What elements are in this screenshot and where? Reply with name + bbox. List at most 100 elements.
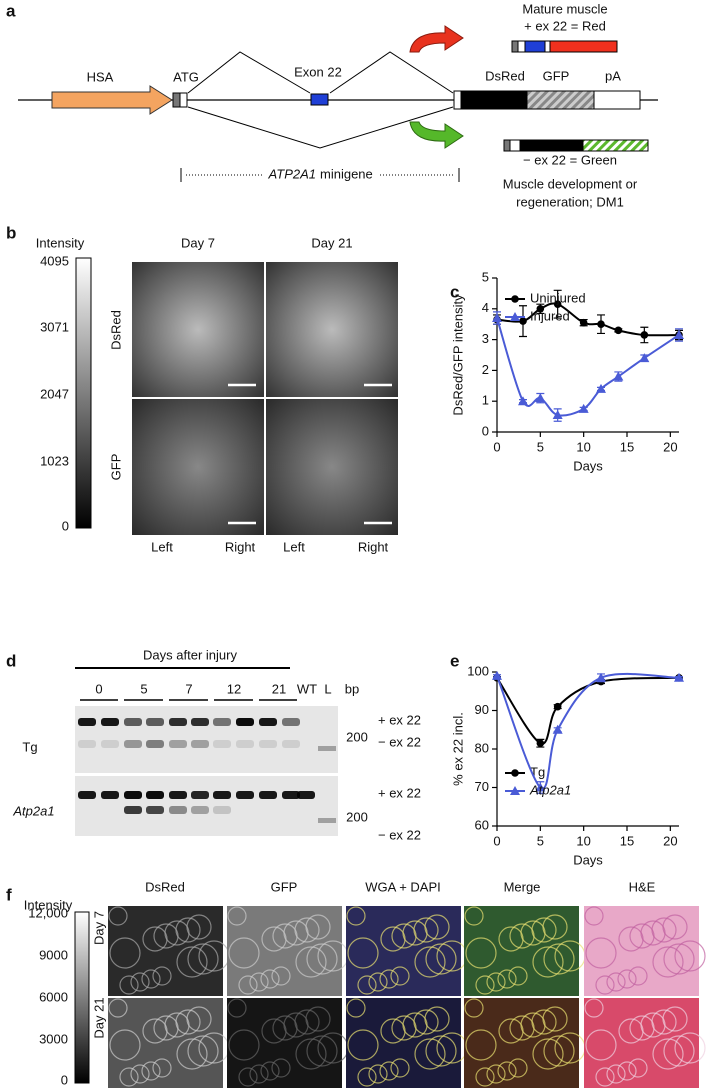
- gel-band: [124, 806, 142, 814]
- fiber: [357, 975, 377, 995]
- fiber: [652, 946, 684, 978]
- row-label: Day 21: [91, 997, 106, 1038]
- marker: [511, 769, 519, 777]
- fiber: [542, 914, 568, 940]
- marker: [596, 383, 606, 393]
- fiber: [295, 946, 327, 978]
- x-tick-label: 15: [620, 833, 634, 848]
- fiber: [628, 1058, 648, 1078]
- fiber: [130, 1064, 150, 1084]
- fiber: [368, 972, 388, 992]
- fiber: [249, 1064, 269, 1084]
- fiber: [108, 906, 128, 926]
- marker: [552, 410, 563, 420]
- ladder-band: [318, 818, 336, 823]
- fiber: [595, 975, 615, 995]
- fiber: [542, 1006, 568, 1032]
- fiber: [584, 906, 604, 926]
- fiber: [238, 1067, 258, 1087]
- fiber: [617, 1061, 637, 1081]
- fiber: [652, 1038, 684, 1070]
- fiber: [108, 998, 128, 1018]
- fiber: [674, 940, 706, 972]
- fiber: [486, 1064, 506, 1084]
- label: Mature muscle: [522, 1, 607, 16]
- scale-tick: 3000: [39, 1031, 68, 1046]
- fiber: [585, 1029, 617, 1061]
- column-label: DsRed: [145, 879, 185, 894]
- label: + ex 22 = Red: [524, 18, 606, 33]
- panel-label: f: [6, 885, 12, 904]
- fiber: [497, 1061, 517, 1081]
- marker: [536, 739, 545, 748]
- gel-band: [78, 740, 96, 748]
- panel-label: b: [6, 223, 16, 242]
- fiber: [238, 975, 258, 995]
- gel-band: [146, 791, 164, 799]
- fiber: [662, 914, 688, 940]
- fiber: [595, 1067, 615, 1087]
- gel-band: [191, 791, 209, 799]
- fiber: [119, 975, 139, 995]
- fiber: [464, 998, 484, 1018]
- lane-label: 12: [227, 681, 241, 696]
- scale-tick: 12,000: [28, 905, 68, 920]
- fiber: [674, 1032, 706, 1064]
- micrograph: [346, 998, 461, 1088]
- fiber: [260, 969, 280, 989]
- marker: [640, 331, 649, 339]
- marker: [553, 300, 562, 308]
- fiber: [249, 972, 269, 992]
- fiber: [305, 1006, 331, 1032]
- label: regeneration; DM1: [516, 194, 624, 209]
- fiber: [294, 917, 320, 943]
- side-label: Right: [358, 539, 389, 554]
- colorbar: [75, 257, 92, 529]
- marker: [492, 670, 502, 680]
- panel-label: a: [6, 1, 16, 20]
- legend-label: Injured: [530, 308, 570, 323]
- lane-label: 21: [272, 681, 286, 696]
- lane-label: WT: [297, 681, 317, 696]
- x-tick-label: 20: [663, 439, 677, 454]
- fiber: [152, 1058, 172, 1078]
- panel-label: e: [450, 651, 459, 670]
- lane-label: bp: [345, 681, 359, 696]
- marker: [535, 782, 546, 792]
- fiber: [531, 917, 557, 943]
- micrograph: [584, 998, 699, 1088]
- row-label: Day 7: [91, 911, 106, 945]
- fiber: [152, 966, 172, 986]
- fiber: [227, 906, 247, 926]
- column-label: WGA + DAPI: [365, 879, 441, 894]
- scale-tick: 2047: [40, 386, 69, 401]
- marker: [518, 396, 528, 406]
- marker: [510, 312, 520, 321]
- fiber: [390, 966, 410, 986]
- fiber: [628, 966, 648, 986]
- label: HSA: [87, 69, 114, 84]
- x-tick-label: 0: [493, 439, 500, 454]
- construct-diagram: [18, 25, 658, 182]
- micrograph: [464, 998, 579, 1088]
- gel-band: [236, 718, 254, 726]
- label: Exon 22: [294, 64, 342, 79]
- row-label: Tg: [22, 739, 37, 754]
- gel-band: [236, 740, 254, 748]
- fiber: [175, 917, 201, 943]
- gel-band: [124, 791, 142, 799]
- legend-label: Atp2a1: [529, 782, 571, 797]
- gel-band: [191, 740, 209, 748]
- fiber: [584, 998, 604, 1018]
- marker: [639, 353, 650, 363]
- colorbar: [74, 911, 90, 1084]
- lane-label: 0: [95, 681, 102, 696]
- band-label: 200: [346, 809, 368, 824]
- scale-tick: 9000: [39, 947, 68, 962]
- x-axis-label: Days: [573, 458, 603, 473]
- fiber: [176, 946, 208, 978]
- fiber: [187, 943, 219, 975]
- section-images: [108, 906, 706, 1088]
- fiber: [390, 1058, 410, 1078]
- micrograph: [108, 906, 223, 996]
